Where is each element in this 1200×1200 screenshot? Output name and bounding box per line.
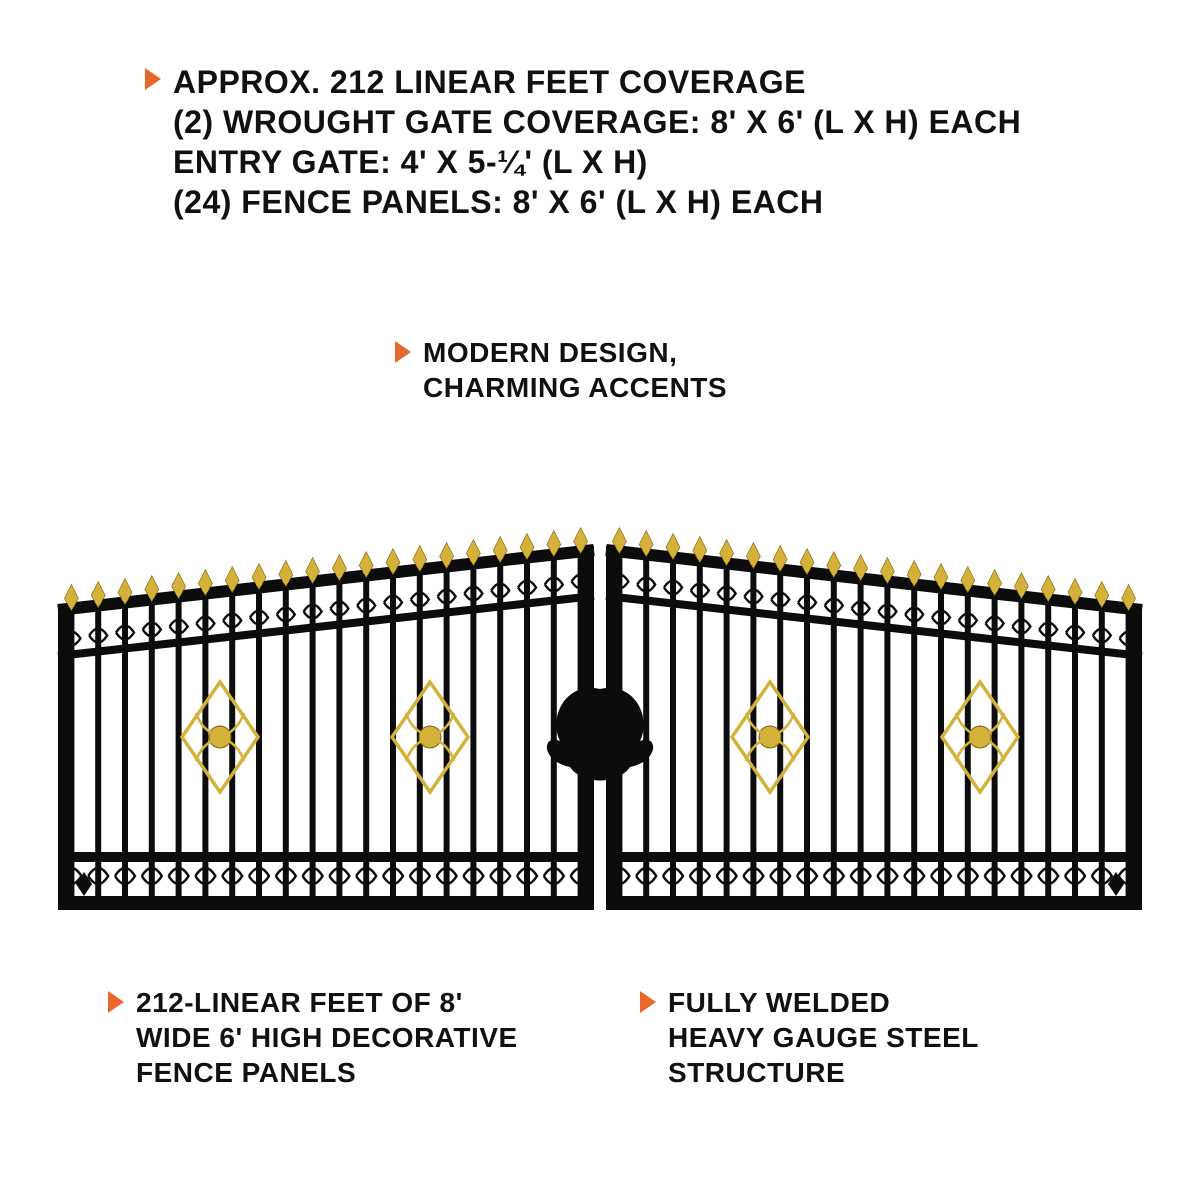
bl-line-1: 212-LINEAR FEET OF 8' xyxy=(136,985,518,1020)
mid-line-2: CHARMING ACCENTS xyxy=(423,370,727,405)
br-line-2: HEAVY GAUGE STEEL xyxy=(668,1020,979,1055)
bl-line-3: FENCE PANELS xyxy=(136,1055,518,1090)
top-line-3: ENTRY GATE: 4' X 5-¼' (L X H) xyxy=(173,142,1021,182)
br-line-1: FULLY WELDED xyxy=(668,985,979,1020)
top-bullet-block: APPROX. 212 LINEAR FEET COVERAGE (2) WRO… xyxy=(145,62,1021,222)
br-line-3: STRUCTURE xyxy=(668,1055,979,1090)
bl-line-2: WIDE 6' HIGH DECORATIVE xyxy=(136,1020,518,1055)
mid-bullet-text: MODERN DESIGN, CHARMING ACCENTS xyxy=(423,335,727,405)
top-bullet-text: APPROX. 212 LINEAR FEET COVERAGE (2) WRO… xyxy=(173,62,1021,222)
bot-left-bullet-block: 212-LINEAR FEET OF 8' WIDE 6' HIGH DECOR… xyxy=(108,985,518,1090)
bullet-arrow-icon xyxy=(640,991,656,1013)
bot-right-bullet-block: FULLY WELDED HEAVY GAUGE STEEL STRUCTURE xyxy=(640,985,979,1090)
gate-svg xyxy=(50,492,1150,922)
mid-line-1: MODERN DESIGN, xyxy=(423,335,727,370)
gate-illustration xyxy=(50,492,1150,922)
bullet-arrow-icon xyxy=(395,341,411,363)
bot-right-bullet-text: FULLY WELDED HEAVY GAUGE STEEL STRUCTURE xyxy=(668,985,979,1090)
top-line-4: (24) FENCE PANELS: 8' X 6' (L X H) EACH xyxy=(173,182,1021,222)
bullet-arrow-icon xyxy=(145,68,161,90)
mid-bullet-block: MODERN DESIGN, CHARMING ACCENTS xyxy=(395,335,727,405)
bot-left-bullet-text: 212-LINEAR FEET OF 8' WIDE 6' HIGH DECOR… xyxy=(136,985,518,1090)
top-line-2: (2) WROUGHT GATE COVERAGE: 8' X 6' (L X … xyxy=(173,102,1021,142)
bullet-arrow-icon xyxy=(108,991,124,1013)
top-line-1: APPROX. 212 LINEAR FEET COVERAGE xyxy=(173,62,1021,102)
